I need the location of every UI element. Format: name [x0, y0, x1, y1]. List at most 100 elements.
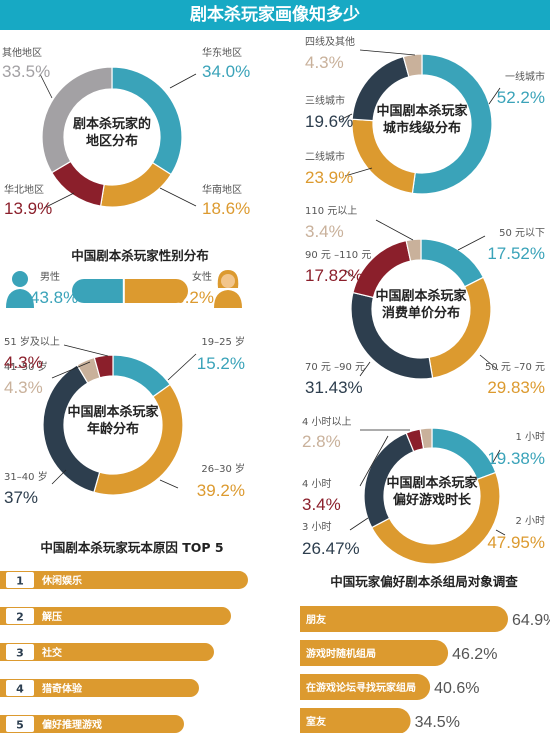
age-leader-line	[51, 469, 67, 485]
duration-center-title: 偏好游戏时长	[393, 492, 472, 508]
spend-slice-label: 70 元 –90 元	[305, 362, 365, 373]
companion-label: 朋友	[305, 613, 326, 626]
spend-slice-label: 110 元以上	[305, 205, 357, 217]
spend-slice-label: 50 元以下	[499, 228, 545, 239]
age-slice-label: 19–25 岁	[201, 335, 245, 348]
spend-center-title: 中国剧本杀玩家	[375, 288, 467, 304]
age-slice-label: 51 岁及以上	[4, 335, 60, 348]
city-tier-slice-0	[411, 53, 493, 195]
gender-bar-male	[72, 279, 123, 303]
region-slice-pct: 34.0%	[202, 62, 250, 81]
duration-leader-line	[349, 517, 369, 531]
reason-rank-box	[6, 608, 34, 624]
duration-slice-label: 3 小时	[302, 521, 332, 533]
spend-center-title: 消费单价分布	[382, 305, 460, 321]
spend-slice-4	[405, 238, 422, 262]
spend-leader-line	[359, 361, 371, 377]
age-leader-line	[159, 479, 179, 489]
duration-leader-line	[491, 449, 501, 465]
duration-leader-line	[495, 529, 506, 536]
duration-center-title: 中国剧本杀玩家	[386, 475, 478, 491]
city-tier-leader-line	[359, 49, 416, 56]
gender-bar-female	[124, 279, 188, 303]
companion-bar	[300, 640, 449, 666]
city-tier-slice-pct: 52.2%	[497, 88, 545, 107]
age-slice-pct: 39.2%	[197, 481, 245, 500]
spend-slice-label: 50 元 –70 元	[485, 362, 545, 373]
region-leader-line	[169, 73, 197, 89]
companion-bar	[300, 674, 431, 701]
region-leader-line	[43, 192, 75, 209]
region-slice-label: 华南地区	[202, 183, 242, 196]
age-center-title: 中国剧本杀玩家	[67, 404, 159, 420]
spend-slice-pct: 3.4%	[305, 222, 344, 241]
duration-slice-pct: 19.38%	[487, 449, 545, 468]
duration-leader-line	[359, 435, 389, 487]
region-leader-line	[39, 73, 53, 99]
region-slice-1	[99, 161, 172, 208]
duration-slice-pct: 47.95%	[487, 533, 545, 552]
gender-pct-male: 43.8%	[30, 288, 78, 307]
companion-pct: 34.5%	[415, 714, 460, 731]
duration-slice-pct: 2.8%	[302, 432, 341, 451]
region-leader-line	[159, 187, 197, 207]
city-tier-slice-label: 四线及其他	[305, 35, 355, 48]
duration-slice-pct: 3.4%	[302, 495, 341, 514]
reason-bar	[0, 571, 248, 589]
spend-slice-pct: 29.83%	[487, 378, 545, 397]
reason-label: 解压	[42, 610, 62, 623]
city-tier-slice-3	[402, 53, 423, 78]
companion-label: 在游戏论坛寻找玩家组局	[306, 681, 416, 694]
age-slice-pct: 15.2%	[197, 354, 245, 373]
region-slice-label: 华北地区	[4, 183, 44, 196]
region-slice-pct: 33.5%	[2, 62, 50, 81]
age-slice-1	[93, 383, 184, 496]
city-tier-slice-label: 一线城市	[505, 70, 545, 83]
companion-pct: 40.6%	[434, 680, 479, 697]
reason-bar	[0, 607, 231, 625]
companion-bar	[300, 708, 411, 733]
spend-leader-line	[479, 354, 499, 371]
duration-slice-label: 4 小时以上	[302, 416, 352, 428]
city-tier-center-title: 中国剧本杀玩家	[376, 103, 468, 119]
region-slice-pct: 18.6%	[202, 199, 250, 218]
spend-leader-line	[375, 219, 414, 241]
city-tier-leader-line	[488, 87, 501, 105]
age-leader-line	[63, 344, 109, 357]
duration-slice-4	[419, 427, 433, 450]
age-slice-4	[93, 354, 114, 379]
reason-bar	[0, 715, 184, 733]
age-leader-line	[51, 361, 91, 379]
city-tier-leader-line	[344, 167, 373, 177]
duration-slice-label: 4 小时	[302, 478, 332, 490]
spend-slice-pct: 17.82%	[305, 266, 363, 285]
reason-rank: 2	[16, 611, 24, 624]
companion-label: 室友	[306, 715, 326, 728]
companion-title: 中国玩家偏好剧本杀组局对象调查	[330, 574, 518, 589]
city-tier-slice-pct: 23.9%	[305, 168, 353, 187]
companion-label: 游戏时随机组局	[306, 647, 376, 660]
age-center-title: 年龄分布	[87, 421, 139, 437]
region-slice-label: 其他地区	[2, 46, 42, 59]
spend-slice-pct: 17.52%	[487, 244, 545, 263]
spend-slice-label: 90 元 –110 元	[305, 250, 371, 261]
reason-rank-box	[6, 680, 34, 696]
age-slice-pct: 4.3%	[4, 378, 43, 397]
reason-rank-box	[6, 644, 34, 660]
page-title: 剧本杀玩家画像知多少	[0, 0, 550, 30]
companion-bar	[300, 606, 508, 632]
age-slice-pct: 4.3%	[4, 353, 43, 372]
reasons-chart: 中国剧本杀玩家玩本原因 TOP 5 1 休闲娱乐 2 解压 3 社交 4 猎奇体验 5 偏好推理游戏	[0, 540, 248, 733]
age-leader-line	[167, 353, 197, 381]
duration-slice-label: 2 小时	[515, 515, 545, 527]
spend-leader-line	[344, 269, 356, 279]
city-tier-center-title: 城市线级分布	[383, 120, 461, 136]
companion-pct: 46.2%	[452, 646, 497, 663]
